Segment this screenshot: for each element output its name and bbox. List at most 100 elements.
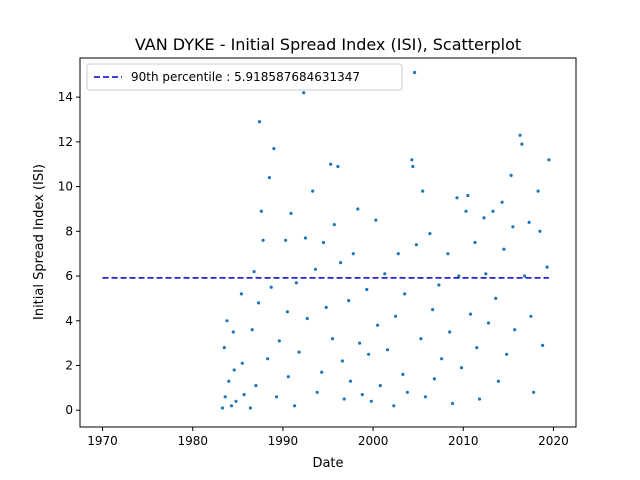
x-tick-label: 2000	[358, 434, 389, 448]
data-point	[523, 274, 527, 278]
data-point	[446, 252, 450, 256]
data-point	[342, 397, 346, 401]
data-point	[289, 211, 293, 215]
data-point	[272, 147, 276, 151]
data-point	[252, 270, 256, 274]
data-point	[351, 252, 355, 256]
data-point	[394, 314, 398, 318]
data-point	[385, 348, 390, 352]
data-point	[275, 395, 279, 399]
data-point	[259, 209, 263, 213]
data-point	[369, 399, 373, 403]
data-point	[220, 406, 225, 410]
data-point	[459, 366, 464, 370]
data-point	[376, 323, 380, 327]
data-point	[294, 281, 298, 285]
plot-frame	[79, 57, 577, 428]
data-point	[358, 341, 362, 345]
data-point	[448, 330, 452, 334]
data-point	[455, 196, 459, 200]
data-point	[374, 218, 378, 222]
data-point	[486, 321, 491, 325]
data-point	[500, 200, 504, 204]
x-tick-label: 2010	[448, 434, 479, 448]
y-tick-label: 2	[65, 359, 73, 373]
chart-title: VAN DYKE - Initial Spread Index (ISI), S…	[135, 35, 521, 54]
data-point	[419, 337, 423, 341]
data-point	[405, 390, 409, 394]
data-point	[466, 193, 470, 198]
data-point	[403, 292, 407, 296]
data-point	[484, 272, 488, 276]
x-axis-ticks: 1970 1980 1990 2000 2010 2020	[87, 427, 569, 448]
y-tick-label: 12	[58, 135, 73, 149]
data-point	[475, 346, 479, 350]
y-tick-label: 10	[58, 180, 73, 194]
data-point	[336, 164, 340, 169]
data-point	[494, 296, 498, 300]
data-point	[421, 189, 425, 193]
data-point	[320, 370, 324, 374]
data-point	[313, 267, 317, 271]
data-point	[541, 343, 545, 347]
data-point	[532, 390, 536, 394]
data-point	[248, 406, 252, 410]
data-point	[536, 189, 540, 193]
x-tick-label: 1990	[268, 434, 299, 448]
data-point	[222, 346, 226, 350]
data-point	[411, 164, 415, 169]
data-point	[457, 274, 461, 278]
data-point	[223, 395, 227, 399]
data-point	[545, 265, 549, 269]
data-point	[267, 176, 271, 180]
data-point	[324, 305, 328, 309]
y-tick-label: 4	[65, 314, 73, 328]
data-point	[378, 384, 382, 388]
data-point	[432, 377, 436, 381]
data-point	[242, 393, 246, 397]
data-point	[496, 379, 500, 383]
data-point	[231, 330, 235, 334]
data-point	[437, 283, 441, 287]
data-point	[431, 308, 435, 312]
data-point	[254, 384, 258, 388]
data-point	[482, 216, 486, 220]
y-tick-label: 6	[65, 269, 73, 283]
data-point	[491, 209, 495, 213]
x-axis-label: Date	[312, 456, 343, 471]
data-point	[227, 379, 231, 383]
data-point	[257, 120, 262, 124]
data-point	[315, 390, 319, 394]
data-point	[234, 399, 238, 403]
data-point	[269, 285, 273, 289]
data-point	[505, 352, 509, 356]
data-point	[538, 229, 542, 233]
legend-box	[86, 63, 403, 91]
data-point	[396, 252, 400, 256]
data-point	[401, 372, 405, 376]
data-point	[414, 243, 418, 247]
data-point	[293, 404, 297, 408]
data-point	[348, 379, 353, 383]
data-point	[305, 316, 309, 321]
data-point	[356, 207, 360, 211]
data-point	[365, 287, 369, 292]
data-point	[339, 261, 343, 265]
data-point	[302, 91, 306, 95]
plot-area	[80, 58, 576, 427]
data-point	[347, 299, 351, 303]
data-point	[502, 247, 506, 251]
x-tick-label: 1970	[87, 434, 118, 448]
data-point	[303, 236, 308, 240]
data-point	[392, 404, 396, 408]
data-point	[383, 272, 387, 276]
data-point	[261, 238, 265, 242]
data-point	[360, 393, 364, 397]
legend-entry: 90th percentile : 5.918587684631347	[131, 70, 360, 84]
x-tick-label: 1980	[177, 434, 208, 448]
data-point	[509, 173, 513, 177]
data-point	[513, 328, 517, 332]
data-point	[518, 133, 522, 137]
data-point	[332, 223, 336, 227]
